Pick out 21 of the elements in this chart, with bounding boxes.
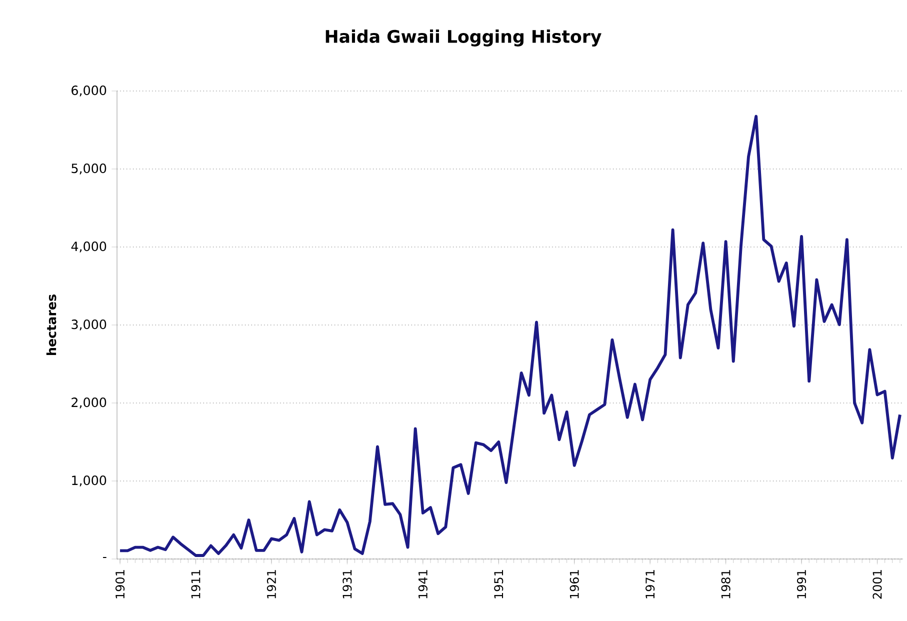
x-tick-label: 1941 [418,570,428,598]
x-tick-label: 1991 [796,570,806,598]
y-tick-label: 2,000 [72,398,106,408]
y-tick-label: - [103,557,106,558]
y-tick-label: 6,000 [72,86,106,96]
line-series [118,114,902,557]
x-tick-label: 1981 [721,570,730,598]
x-tick-label: 1931 [342,570,352,598]
x-tick-label: 1971 [646,570,655,598]
x-tick-label: 1951 [494,570,504,598]
y-tick-label: 3,000 [72,320,106,330]
x-tick-label: 1961 [570,570,579,598]
chart-title: Haida Gwaii Logging History [326,30,602,46]
y-axis-title: hectares [46,294,56,355]
y-tick-label: 4,000 [71,242,106,252]
x-tick-label: 1921 [266,570,276,598]
y-tick-label: 1,000 [72,476,106,486]
y-tick-label: 5,000 [72,164,106,174]
x-tick-label: 2001 [872,570,882,599]
x-tick-label: 1911 [191,570,200,598]
x-tick-label: 1901 [115,570,125,598]
